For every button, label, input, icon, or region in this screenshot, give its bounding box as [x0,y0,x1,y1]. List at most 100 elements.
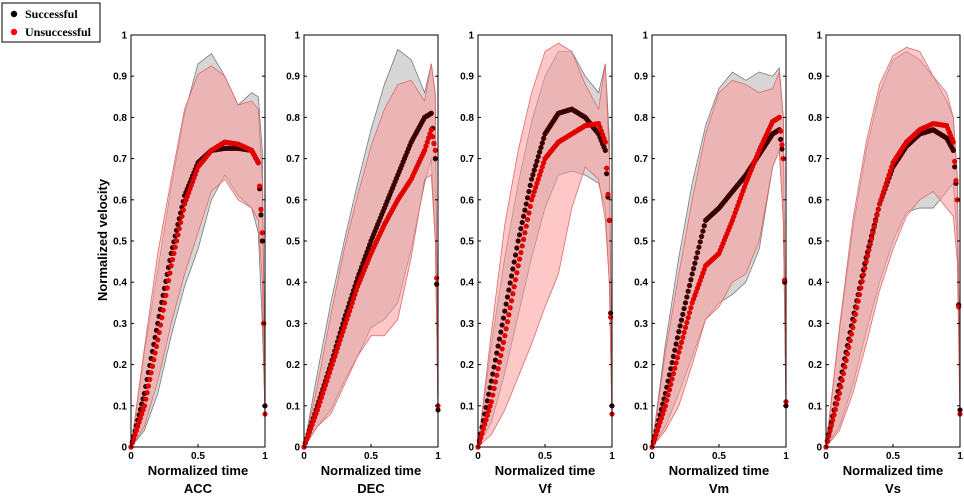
legend-label-unsuccessful: Unsuccessful [25,25,92,39]
data-point [779,146,785,152]
data-point [839,377,845,383]
data-point [689,271,695,277]
y-tick-label: 0.1 [808,401,822,412]
data-point [321,386,327,392]
data-point [523,223,529,229]
x-tick-label: 0.5 [886,451,900,462]
data-point [694,249,701,256]
data-point [141,403,147,409]
data-point [602,147,608,153]
data-point [534,180,540,186]
data-point [524,195,531,201]
data-point [840,371,847,377]
data-point [860,272,867,278]
data-point [484,398,490,404]
data-point [527,182,533,188]
data-point [524,216,531,223]
y-tick-label: 0.3 [460,319,474,330]
panel-title: DEC [357,481,385,496]
y-tick-label: 0 [468,443,474,454]
data-point [490,371,496,377]
data-point [324,378,330,384]
data-point [482,421,488,427]
y-tick-label: 0.8 [113,113,127,124]
y-tick-label: 0.8 [634,113,648,124]
y-tick-label: 0.9 [113,72,127,83]
y-tick-label: 0.4 [113,278,127,289]
data-point [868,235,875,242]
data-point [328,366,334,372]
data-point [850,324,856,331]
y-tick-label: 0.2 [634,360,648,371]
panel-title: Vf [539,481,553,496]
y-tick-label: 0.5 [634,237,648,248]
x-axis-label: Normalized time [495,463,595,478]
data-point [660,411,666,417]
data-point [676,349,682,355]
data-point [132,432,138,438]
data-point [843,357,849,364]
data-point [344,316,350,322]
data-point [500,315,507,321]
y-tick-label: 0 [121,443,127,454]
y-tick-label: 0.2 [286,360,300,371]
data-point [688,305,694,311]
y-tick-label: 0 [642,443,648,454]
data-point [688,277,694,283]
data-point [352,291,358,298]
y-tick-label: 0.6 [808,195,822,206]
data-point [680,311,686,317]
data-point [529,197,535,203]
y-tick-label: 0.7 [808,154,822,165]
data-point [136,419,142,425]
data-point [333,349,339,355]
data-point [511,259,517,265]
data-point [653,432,659,438]
data-point [605,191,611,197]
data-point [685,288,691,294]
data-point [486,408,492,414]
y-tick-label: 0.1 [460,401,474,412]
y-tick-label: 0.6 [460,195,474,206]
data-point [950,139,956,145]
data-point [950,147,956,153]
y-tick-label: 0.1 [634,401,648,412]
data-point [336,341,342,347]
y-tick-label: 0.4 [286,278,300,289]
y-tick-label: 0.8 [808,113,822,124]
data-point [337,337,343,343]
data-point [172,244,178,250]
data-point [889,164,895,170]
data-point [541,160,547,166]
data-point [674,355,681,361]
y-tick-label: 0.8 [460,113,474,124]
data-point [499,322,505,328]
data-point [330,357,337,364]
data-point [508,298,515,304]
data-point [872,218,879,224]
data-point [681,329,687,336]
data-point [164,285,170,291]
y-tick-label: 0.7 [286,154,300,165]
data-point [672,347,678,353]
data-point [831,412,837,418]
data-point [426,135,432,141]
y-tick-label: 0.9 [634,72,648,83]
data-point [834,401,840,407]
data-point [424,139,430,145]
data-point [778,136,784,142]
y-tick-label: 1 [816,31,822,42]
data-point [500,339,507,345]
data-point [527,203,533,209]
data-point [664,397,670,404]
data-point [259,230,265,236]
data-point [149,363,156,369]
data-point [342,320,349,326]
data-point [692,260,698,266]
data-point [346,308,353,314]
data-point [145,383,152,389]
data-point [522,230,528,236]
data-point [180,207,186,213]
data-point [886,172,892,178]
data-point [341,324,347,331]
